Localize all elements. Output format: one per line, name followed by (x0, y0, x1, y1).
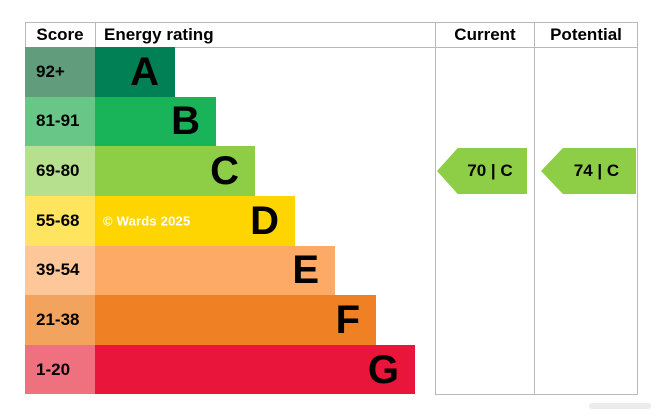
rating-bar-c: C (95, 146, 255, 196)
header-bottom-border (25, 47, 638, 48)
band-row-e: 39-54 E (25, 245, 638, 296)
header-energy-rating: Energy rating (104, 24, 214, 44)
table-border-top (25, 22, 638, 23)
faded-watermark (589, 403, 651, 409)
current-column-divider (435, 22, 436, 395)
potential-column-divider (534, 22, 535, 395)
band-letter-f: F (335, 297, 360, 342)
score-range-e: 39-54 (25, 245, 95, 296)
rating-bar-b: B (95, 96, 216, 147)
header-current: Current (454, 24, 516, 44)
band-row-g: 1-20 G (25, 344, 638, 395)
band-row-a: 92+ A (25, 47, 638, 97)
header-score: Score (36, 24, 84, 44)
band-rows: 92+ A 81-91 B 69-80 C 55-68 © Wards 2025… (25, 47, 638, 395)
rating-bar-d: © Wards 2025 D (95, 195, 295, 246)
epc-table: Score Energy rating Current Potential 92… (25, 22, 638, 395)
table-border-right (637, 22, 638, 395)
band-letter-a: A (130, 49, 159, 94)
table-border-bottom (435, 394, 638, 395)
rating-bar-e: E (95, 245, 335, 296)
score-range-f: 21-38 (25, 295, 95, 345)
band-letter-d: D (250, 198, 279, 243)
band-letter-g: G (367, 347, 399, 392)
band-row-c: 69-80 C (25, 146, 638, 196)
band-letter-c: C (210, 149, 239, 194)
band-row-b: 81-91 B (25, 96, 638, 147)
score-column-divider (95, 22, 96, 48)
header-potential: Potential (550, 24, 622, 44)
score-range-a: 92+ (25, 47, 95, 97)
rating-bar-a: A (95, 47, 175, 97)
header-row: Score Energy rating Current Potential (25, 22, 638, 47)
rating-bar-f: F (95, 295, 376, 345)
band-row-d: 55-68 © Wards 2025 D (25, 195, 638, 246)
band-letter-e: E (292, 248, 319, 293)
band-row-f: 21-38 F (25, 295, 638, 345)
score-range-d: 55-68 (25, 195, 95, 246)
current-rating-arrow: 70 | C (437, 148, 527, 194)
potential-rating-arrow: 74 | C (541, 148, 636, 194)
score-range-b: 81-91 (25, 96, 95, 147)
rating-bar-g: G (95, 344, 415, 395)
header-left-border (25, 22, 26, 48)
watermark: © Wards 2025 (103, 213, 191, 229)
score-range-c: 69-80 (25, 146, 95, 196)
score-range-g: 1-20 (25, 344, 95, 395)
band-letter-b: B (171, 99, 200, 144)
